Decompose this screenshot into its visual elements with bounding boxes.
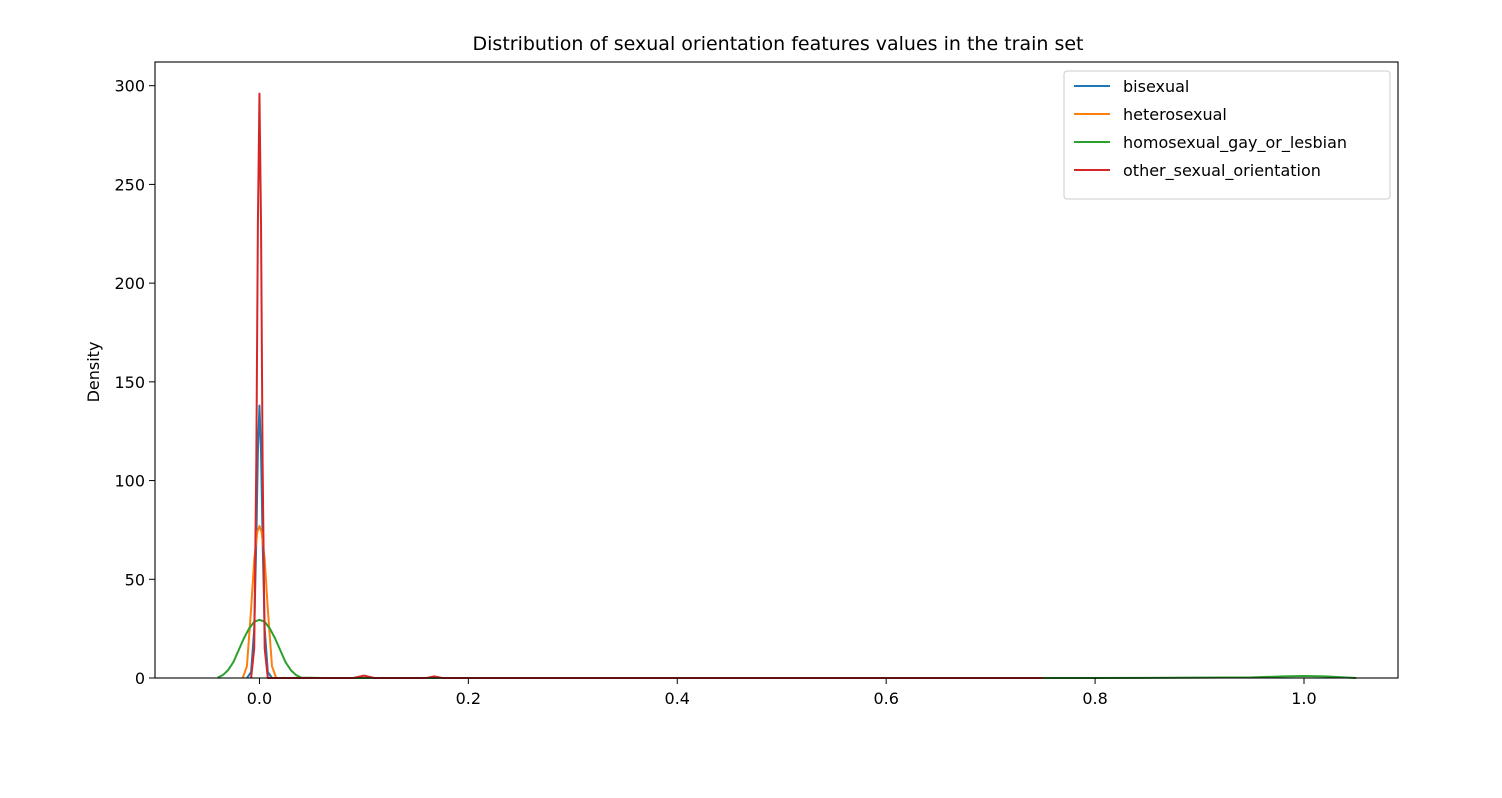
y-tick-label: 100	[114, 472, 145, 491]
y-tick-label: 250	[114, 175, 145, 194]
x-tick-label: 1.0	[1291, 689, 1316, 708]
series-line-homosexual_gay_or_lesbian	[217, 618, 1357, 679]
series-line-bisexual	[246, 404, 273, 679]
legend-label-bisexual: bisexual	[1123, 77, 1189, 96]
legend-label-heterosexual: heterosexual	[1123, 105, 1227, 124]
y-axis-label: Density	[84, 342, 103, 403]
plot-area: 0.0 0.2 0.4 0.6 0.8 1.0 0 50 100 150 200 250 300	[114, 61, 1399, 708]
legend: bisexual heterosexual homosexual_gay_or_le…	[1063, 70, 1391, 200]
legend-box	[1063, 70, 1391, 200]
plot-frame	[154, 61, 1399, 679]
legend-label-other_sexual_orientation: other_sexual_orientation	[1123, 161, 1321, 181]
x-tick-label: 0.0	[247, 689, 272, 708]
y-tick-label: 150	[114, 373, 145, 392]
x-tick-label: 0.6	[873, 689, 898, 708]
x-tick-label: 0.8	[1082, 689, 1107, 708]
series-line-heterosexual	[241, 524, 291, 679]
legend-label-homosexual_gay_or_lesbian: homosexual_gay_or_lesbian	[1123, 133, 1347, 153]
x-tick-label: 0.4	[665, 689, 690, 708]
y-tick-label: 0	[135, 669, 145, 688]
y-tick-label: 200	[114, 274, 145, 293]
series-line-other_sexual_orientation	[250, 92, 1043, 679]
x-tick-label: 0.2	[456, 689, 481, 708]
y-tick-label: 300	[114, 77, 145, 96]
chart-title: Distribution of sexual orientation featu…	[473, 33, 1084, 55]
y-tick-label: 50	[125, 570, 145, 589]
